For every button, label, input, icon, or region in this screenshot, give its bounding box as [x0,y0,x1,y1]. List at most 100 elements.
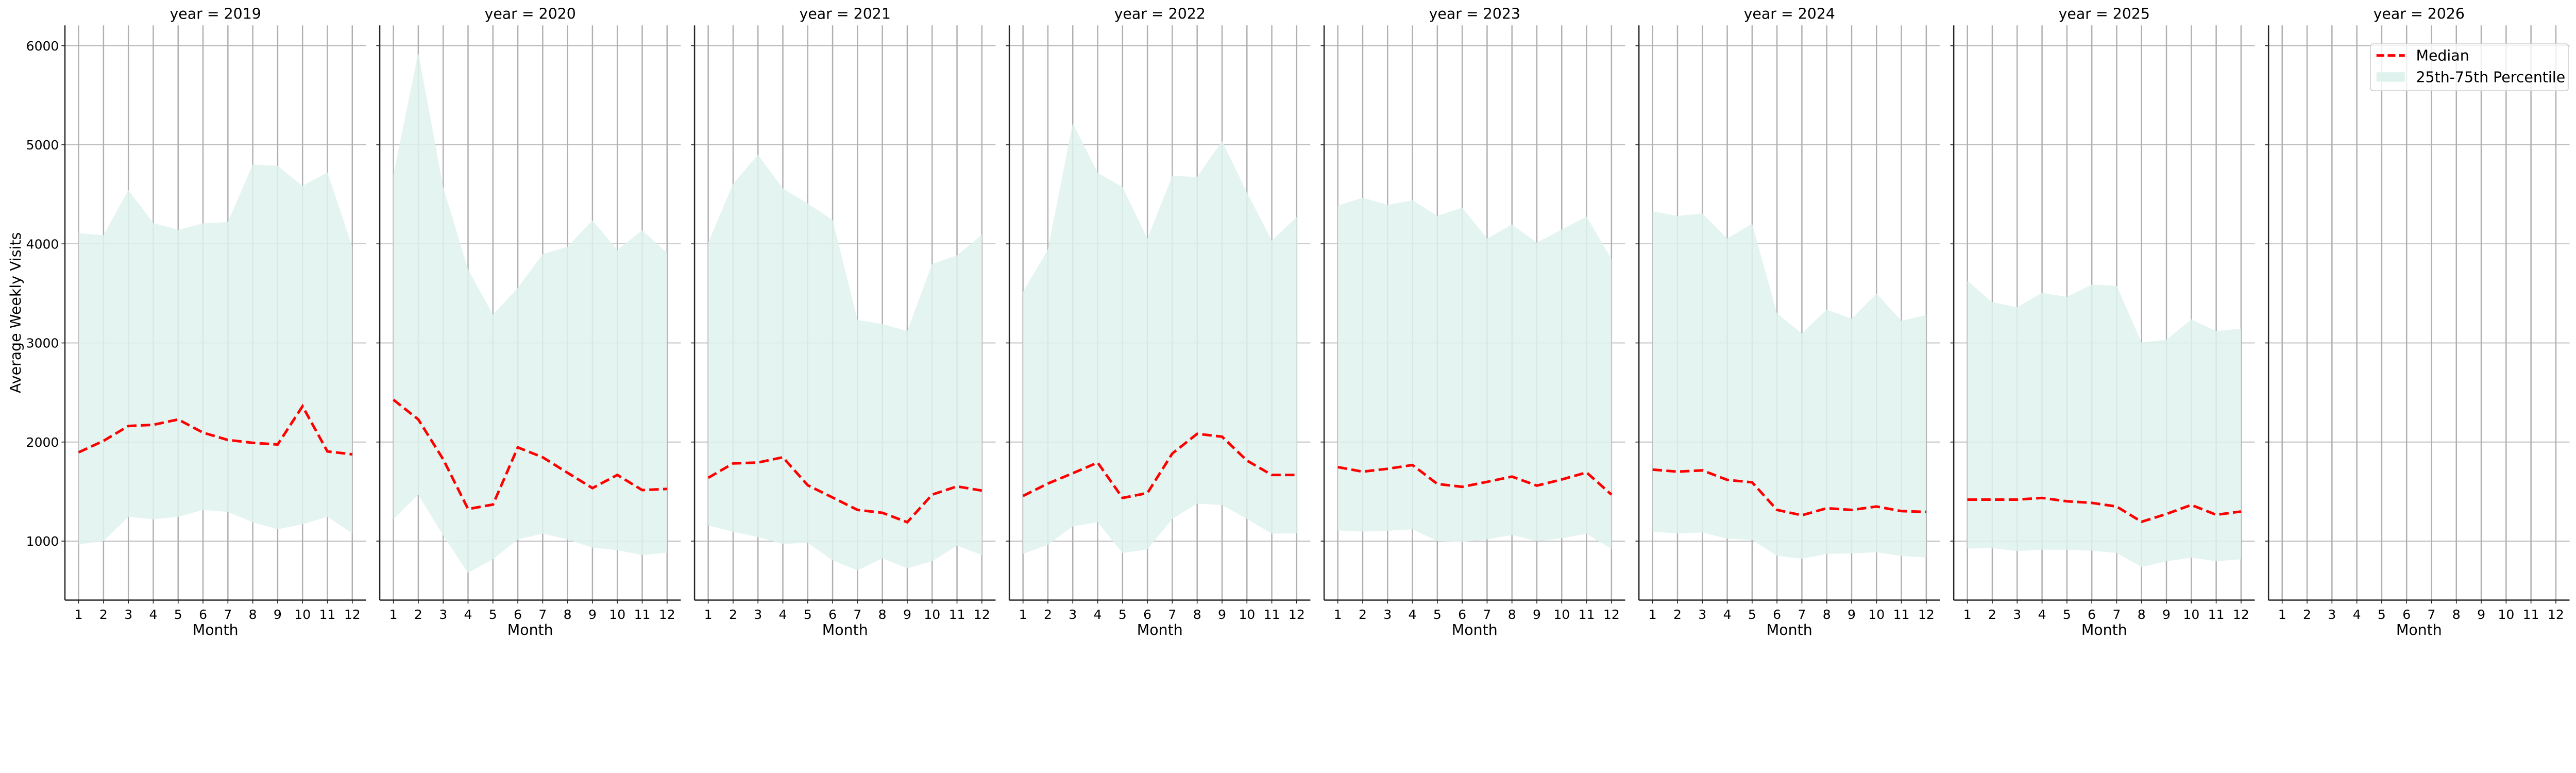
x-tick-label: 7 [538,607,547,622]
x-tick-label: 1 [1019,607,1027,622]
x-tick-label: 7 [2112,607,2121,622]
x-tick-label: 2 [99,607,108,622]
x-tick-label: 10 [294,607,311,622]
median-line [1337,463,1613,496]
x-tick-label: 1 [2278,607,2286,622]
x-tick-label: 6 [199,607,207,622]
x-tick-label: 9 [1533,607,1541,622]
x-tick-label: 2 [2303,607,2311,622]
x-tick-label: 3 [1383,607,1392,622]
x-tick-label: 8 [2138,607,2146,622]
median-line [78,404,353,456]
x-tick-label: 3 [1069,607,1077,622]
facet-title: year = 2021 [800,6,891,23]
legend-label-percentile: 25th-75th Percentile [2416,69,2565,86]
x-tick-label: 6 [514,607,522,622]
x-tick-label: 5 [1748,607,1756,622]
x-tick-label: 11 [1264,607,1280,622]
percentile-band [708,155,982,570]
legend-label-median: Median [2416,47,2469,64]
x-tick-label: 6 [1458,607,1466,622]
x-tick-label: 9 [274,607,282,622]
y-axis-label: Average Weekly Visits [7,232,24,393]
x-tick-label: 12 [344,607,361,622]
x-tick-label: 1 [1963,607,1972,622]
x-tick-label: 1 [1649,607,1657,622]
x-tick-label: 8 [878,607,887,622]
x-tick-label: 9 [588,607,597,622]
percentile-band [1023,123,1297,554]
x-tick-label: 11 [319,607,336,622]
x-tick-label: 7 [1483,607,1491,622]
x-tick-label: 2 [1988,607,1996,622]
x-tick-label: 7 [2428,607,2436,622]
x-tick-label: 2 [1673,607,1682,622]
x-tick-label: 6 [2402,607,2411,622]
facet-title: year = 2019 [170,6,261,23]
x-tick-label: 12 [659,607,675,622]
y-tick-label: 6000 [26,39,59,54]
facet-title: year = 2020 [485,6,576,23]
median-line [1652,468,1926,517]
x-tick-label: 12 [1289,607,1305,622]
x-tick-label: 4 [2038,607,2046,622]
x-tick-label: 8 [1823,607,1831,622]
x-tick-label: 7 [224,607,232,622]
x-tick-label: 4 [779,607,787,622]
x-axis-label: Month [1452,621,1498,638]
x-tick-label: 4 [464,607,472,622]
x-tick-label: 5 [489,607,497,622]
percentile-band [1652,211,1926,559]
x-tick-label: 6 [828,607,837,622]
facet-title: year = 2022 [1114,6,1206,23]
x-tick-label: 8 [249,607,257,622]
x-tick-label: 1 [75,607,83,622]
x-tick-label: 11 [2523,607,2539,622]
x-tick-label: 11 [1893,607,1910,622]
x-axis-label: Month [822,621,868,638]
facet-title: year = 2026 [2374,6,2465,23]
x-tick-label: 8 [1508,607,1516,622]
x-tick-label: 10 [609,607,625,622]
x-tick-label: 8 [2452,607,2461,622]
facet-title: year = 2023 [1429,6,1520,23]
x-tick-label: 3 [124,607,132,622]
y-tick-label: 1000 [26,534,59,549]
x-tick-label: 10 [1239,607,1255,622]
median-line [707,456,982,524]
x-tick-label: 12 [1603,607,1620,622]
facet-title: year = 2025 [2059,6,2150,23]
x-tick-label: 2 [1359,607,1367,622]
x-tick-label: 1 [704,607,713,622]
x-tick-label: 3 [439,607,447,622]
x-tick-label: 10 [1553,607,1570,622]
x-tick-label: 9 [2162,607,2171,622]
x-tick-label: 5 [2378,607,2386,622]
x-tick-label: 4 [1723,607,1732,622]
legend-box [2370,43,2569,91]
x-axis-label: Month [2396,621,2442,638]
x-tick-label: 6 [1773,607,1781,622]
percentile-band [1967,280,2241,567]
x-tick-label: 7 [1798,607,1806,622]
y-tick-label: 4000 [26,237,59,251]
percentile-band [1337,197,1612,549]
y-tick-label: 3000 [26,336,59,351]
x-tick-label: 4 [1094,607,1102,622]
x-tick-label: 11 [2208,607,2225,622]
x-tick-label: 12 [2233,607,2249,622]
x-tick-label: 4 [2353,607,2361,622]
x-tick-label: 7 [853,607,861,622]
x-tick-label: 5 [1433,607,1442,622]
x-axis-label: Month [193,621,239,638]
x-tick-label: 8 [564,607,572,622]
x-tick-label: 8 [1193,607,1201,622]
x-tick-label: 9 [903,607,911,622]
facet-title: year = 2024 [1744,6,1835,23]
